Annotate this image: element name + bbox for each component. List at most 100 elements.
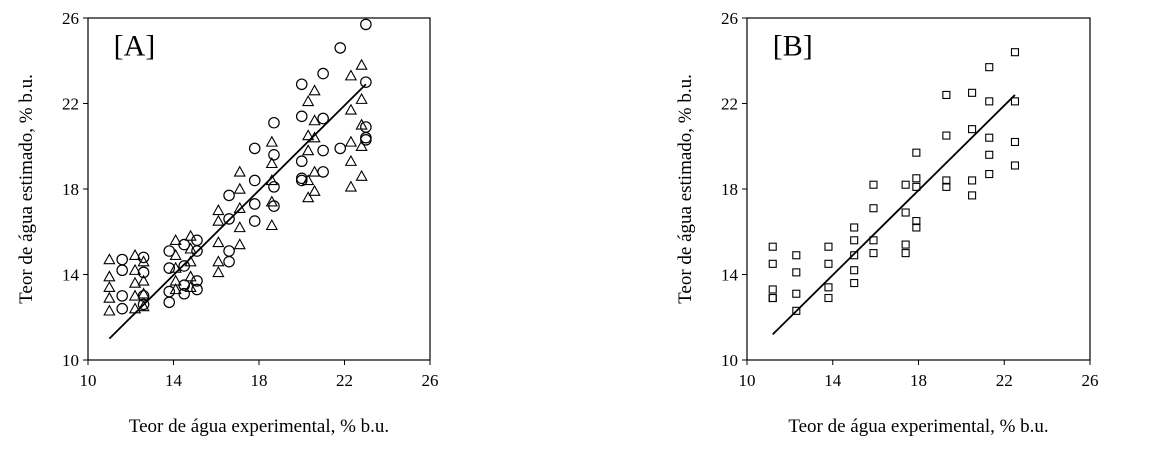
circle-point [360, 18, 372, 31]
triangle-point [184, 229, 197, 241]
triangle-point [137, 255, 150, 267]
x-tick-label: 18 [251, 371, 268, 390]
triangle-point [308, 84, 321, 96]
x-tick-label: 22 [996, 371, 1013, 390]
square-point [869, 236, 878, 245]
x-tick-label: 22 [336, 371, 353, 390]
square-point [850, 251, 859, 260]
square-point [768, 285, 777, 294]
triangle-point [128, 248, 142, 260]
square-point [850, 278, 859, 288]
triangle-point [137, 287, 150, 299]
circle-point [360, 134, 372, 146]
square-point [901, 240, 910, 249]
square-point [968, 88, 977, 97]
triangle-point [355, 139, 368, 151]
triangle-point [265, 157, 278, 169]
square-point [869, 249, 878, 258]
circle-point [317, 166, 329, 178]
triangle-point [233, 182, 246, 194]
x-axis-label: Teor de água experimental, % b.u. [788, 416, 1048, 437]
circle-point [268, 200, 280, 212]
triangle-point [355, 92, 368, 104]
triangle-point [308, 165, 321, 177]
triangle-point [308, 114, 321, 126]
square-point [901, 180, 910, 189]
square-point [768, 259, 777, 268]
circle-point [137, 290, 150, 302]
square-point [901, 249, 910, 258]
triangle-point [184, 255, 197, 267]
y-tick-label: 14 [721, 266, 739, 285]
square-point [985, 63, 994, 72]
triangle-point [128, 289, 142, 301]
circle-point [137, 266, 150, 279]
triangle-point [103, 304, 116, 316]
circle-point [178, 238, 190, 251]
x-tick-label: 10 [80, 371, 97, 390]
square-point [869, 180, 878, 189]
square-point [869, 204, 878, 213]
triangle-point [128, 276, 142, 288]
triangle-point [355, 58, 368, 70]
y-tick-label: 14 [62, 266, 80, 285]
triangle-point [233, 221, 246, 233]
circle-point [248, 215, 261, 227]
y-axis-label: Teor de água estimado, % b.u. [675, 74, 696, 304]
x-tick-label: 26 [1082, 371, 1099, 390]
x-axis-label: Teor de água experimental, % b.u. [129, 416, 389, 437]
panel-a: 10 14 18 22 26 10 14 18 22 26 Teor de água experim… [16, 9, 439, 437]
circle-point [116, 290, 128, 302]
triangle-point [344, 180, 358, 192]
triangle-point [233, 165, 246, 177]
circle-point [295, 174, 308, 187]
circle-point [268, 181, 280, 193]
triangle-point [212, 266, 225, 278]
circle-point [178, 287, 190, 300]
y-tick-label: 18 [721, 180, 738, 199]
circle-point [223, 245, 235, 257]
triangle-point [103, 291, 116, 303]
square-point [1010, 97, 1020, 106]
square-point [1010, 137, 1020, 147]
circle-point [268, 116, 280, 129]
triangle-point [302, 129, 315, 141]
circle-point [191, 245, 203, 257]
square-point [942, 182, 951, 191]
square-point [912, 217, 921, 226]
x-tick-label: 14 [824, 371, 842, 390]
circle-point [295, 110, 308, 123]
square-point [985, 97, 994, 106]
square-point [824, 242, 833, 251]
circle-point [163, 245, 176, 257]
square-point [850, 266, 859, 275]
triangle-point [302, 95, 315, 107]
y-tick-label: 10 [721, 351, 738, 370]
square-point [912, 223, 921, 232]
triangle-point [302, 144, 315, 156]
y-tick-label: 10 [62, 351, 79, 370]
circle-point [163, 262, 176, 274]
circle-point [360, 76, 372, 88]
square-point [792, 289, 801, 298]
triangle-point [233, 238, 246, 250]
x-tick-label: 10 [739, 371, 756, 390]
triangle-point [344, 103, 358, 115]
circle-point [317, 144, 329, 157]
circle-point [223, 213, 235, 225]
square-point [985, 133, 994, 142]
square-point [912, 174, 921, 183]
square-point [901, 208, 910, 217]
square-point [1010, 161, 1020, 170]
circle-point [163, 285, 176, 298]
triangle-point [344, 135, 358, 147]
triangle-point [265, 219, 278, 231]
y-tick-label: 18 [62, 180, 79, 199]
x-tick-label: 14 [165, 371, 183, 390]
circle-point [191, 275, 203, 287]
triangle-point [233, 201, 246, 213]
triangle-point [128, 302, 142, 314]
circle-point [223, 189, 235, 202]
square-point [850, 236, 859, 245]
triangle-point [212, 214, 225, 226]
